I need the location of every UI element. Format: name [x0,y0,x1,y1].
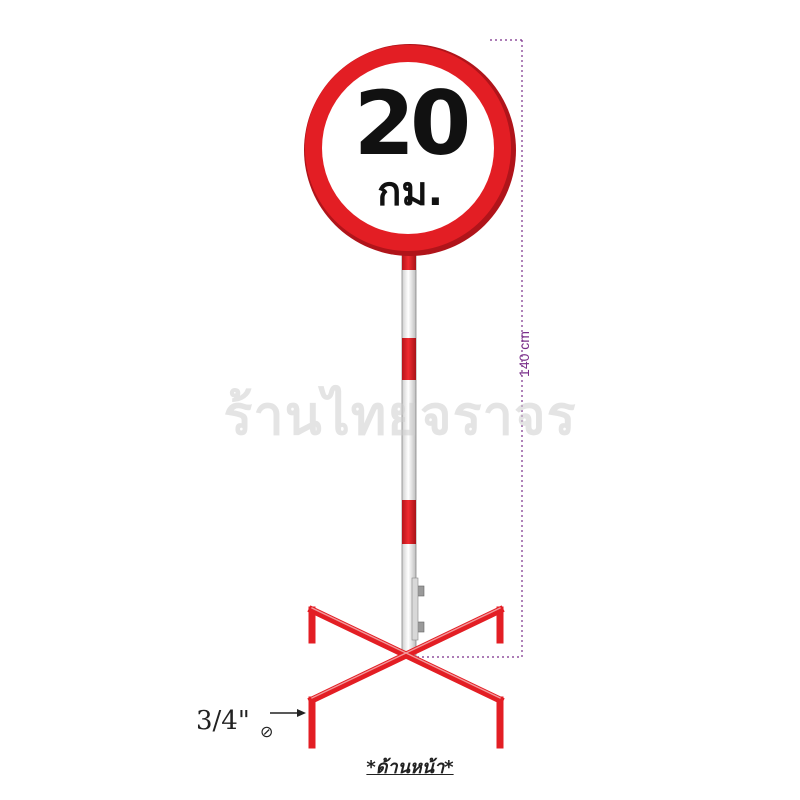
diameter-icon: ⊘ [260,722,274,741]
watermark-text: ร้านไทยจราจร [223,383,577,447]
height-label: 140 cm [516,331,532,377]
x-stand-base [307,605,505,749]
height-dimension [412,39,523,658]
speed-limit-unit: กม. [377,169,443,215]
speed-limit-number: 20 [353,72,471,175]
front-view-caption: *ด้านหน้า* [366,757,454,778]
speed-limit-sign [304,44,516,256]
pipe-size-label: 3/4" [196,706,250,736]
pipe-size-arrow [270,709,306,717]
